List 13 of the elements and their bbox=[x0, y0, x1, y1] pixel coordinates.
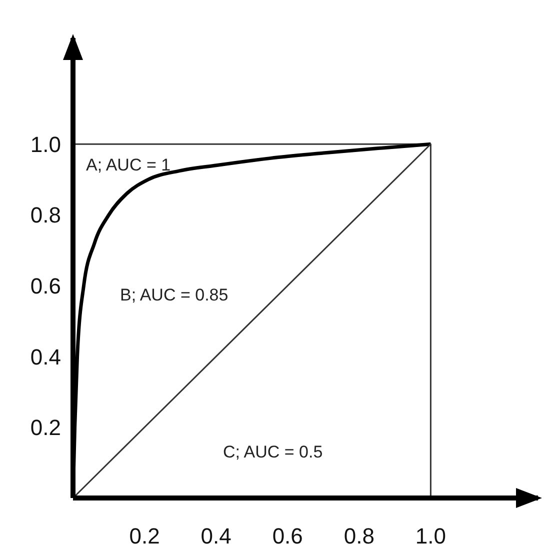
y-tick-label: 0.8 bbox=[30, 202, 61, 228]
x-tick-label: 0.6 bbox=[272, 524, 303, 549]
x-tick-label: 0.4 bbox=[200, 524, 232, 549]
annotation: B; AUC = 0.85 bbox=[120, 285, 228, 304]
y-tick-label: 0.2 bbox=[30, 415, 61, 440]
x-tick-label: 0.2 bbox=[129, 524, 160, 549]
x-tick-label: 1.0 bbox=[415, 524, 446, 549]
annotation: A; AUC = 1 bbox=[86, 155, 171, 174]
annotation: C; AUC = 0.5 bbox=[223, 442, 323, 462]
y-tick-label: 0.4 bbox=[30, 344, 61, 370]
x-tick-label: 0.8 bbox=[344, 524, 374, 549]
y-tick-label: 0.6 bbox=[30, 274, 61, 298]
y-tick-label: 1.0 bbox=[30, 132, 61, 157]
